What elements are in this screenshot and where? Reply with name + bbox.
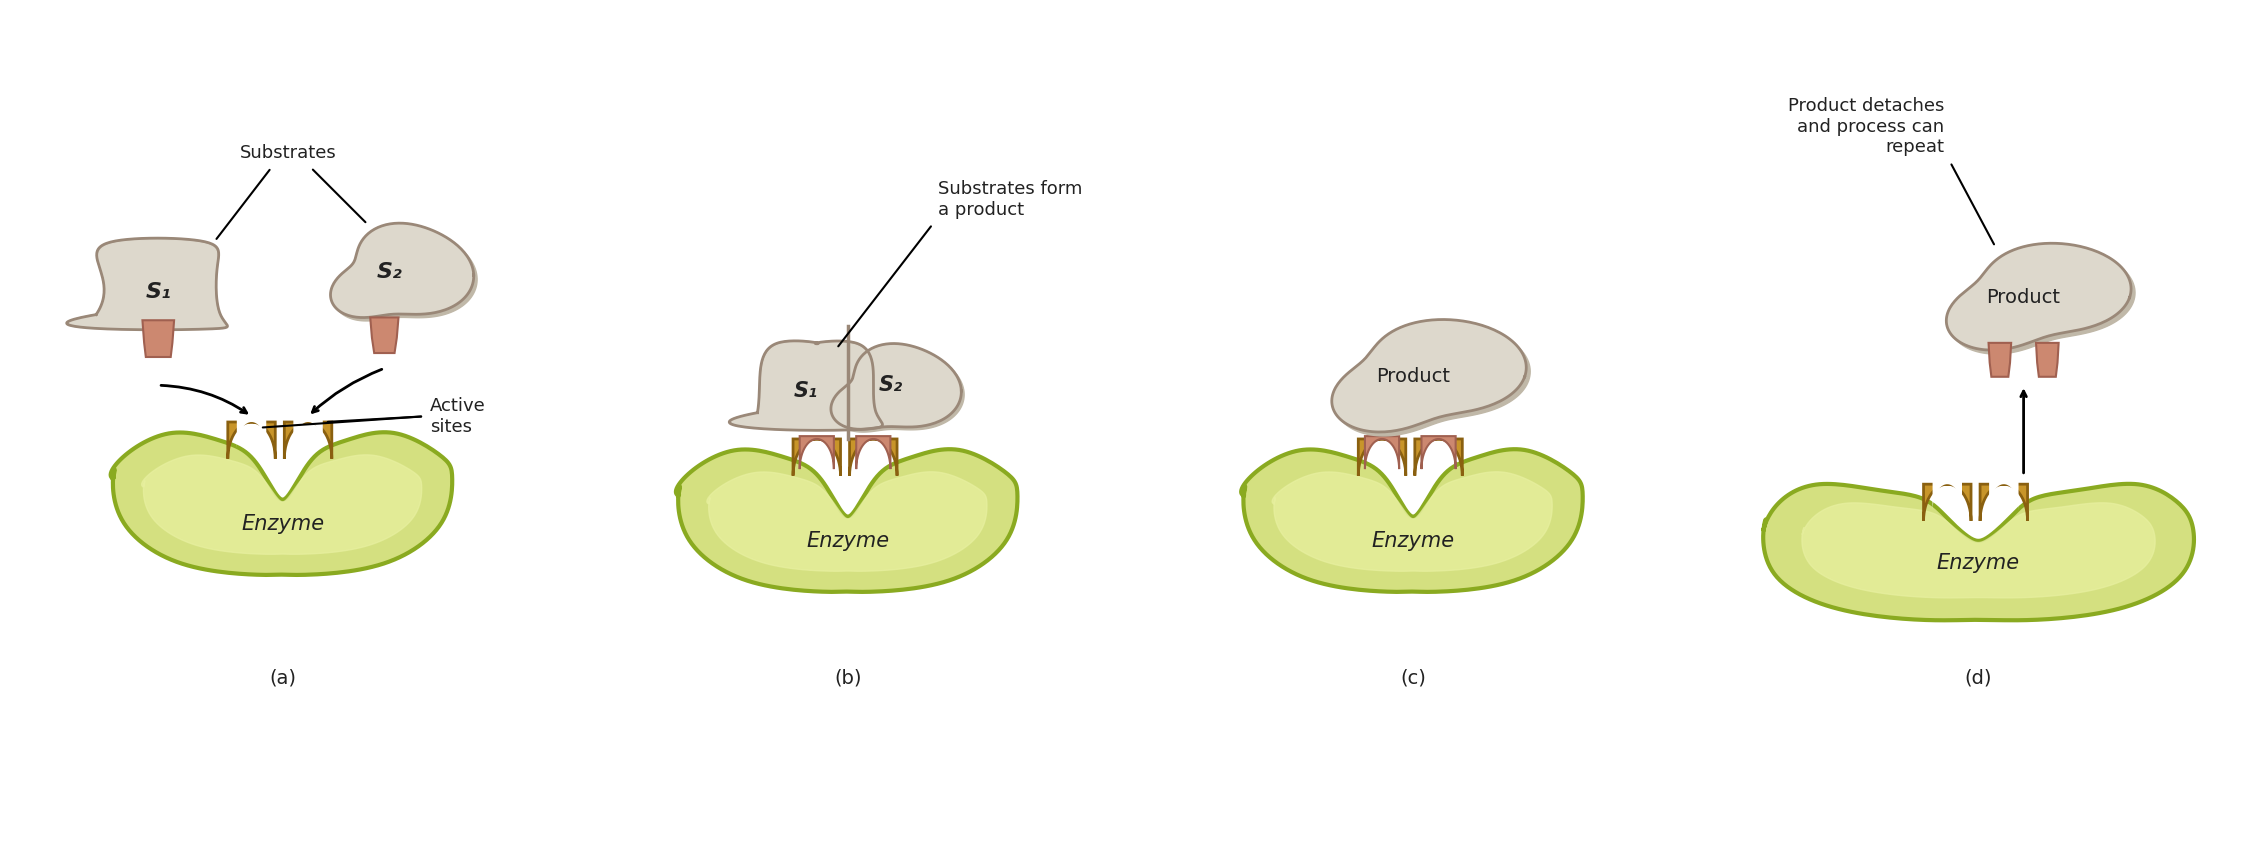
Polygon shape	[66, 238, 228, 330]
Polygon shape	[1764, 484, 2193, 620]
Text: Substrates: Substrates	[240, 144, 337, 162]
Polygon shape	[70, 240, 226, 329]
Polygon shape	[1981, 484, 2028, 521]
Polygon shape	[335, 226, 477, 321]
Polygon shape	[676, 449, 1017, 592]
Polygon shape	[1332, 320, 1526, 432]
Polygon shape	[237, 419, 267, 448]
Polygon shape	[285, 422, 332, 459]
Polygon shape	[1273, 472, 1553, 571]
Polygon shape	[142, 455, 423, 555]
Text: S₁: S₁	[145, 282, 172, 302]
Text: (a): (a)	[269, 668, 296, 688]
Polygon shape	[111, 432, 452, 575]
Text: Product: Product	[1987, 288, 2060, 307]
Polygon shape	[1241, 449, 1583, 592]
Polygon shape	[794, 439, 841, 476]
Polygon shape	[1415, 439, 1463, 476]
Polygon shape	[1924, 484, 1972, 521]
Polygon shape	[142, 320, 174, 357]
Polygon shape	[1947, 243, 2132, 350]
Polygon shape	[733, 343, 880, 430]
Polygon shape	[1933, 481, 1963, 511]
Polygon shape	[2037, 343, 2060, 376]
Polygon shape	[1422, 436, 1456, 469]
Polygon shape	[832, 344, 961, 430]
Polygon shape	[228, 422, 276, 459]
Text: Product: Product	[1377, 367, 1449, 387]
Polygon shape	[1990, 481, 2019, 511]
Polygon shape	[371, 317, 398, 353]
Polygon shape	[1951, 247, 2134, 354]
Text: Enzyme: Enzyme	[807, 531, 889, 550]
Text: Enzyme: Enzyme	[242, 514, 323, 533]
Polygon shape	[800, 436, 834, 469]
Text: (c): (c)	[1400, 668, 1427, 688]
Text: S₂: S₂	[378, 262, 402, 282]
Polygon shape	[1336, 323, 1531, 436]
Text: Active
sites: Active sites	[430, 397, 486, 436]
Polygon shape	[834, 346, 963, 432]
Polygon shape	[708, 472, 988, 571]
Polygon shape	[850, 439, 898, 476]
Text: S₂: S₂	[877, 376, 902, 395]
Text: Substrates form
a product: Substrates form a product	[938, 180, 1083, 219]
Text: (d): (d)	[1965, 668, 1992, 688]
Polygon shape	[1359, 439, 1406, 476]
Polygon shape	[330, 223, 475, 317]
Text: Enzyme: Enzyme	[1372, 531, 1454, 550]
Polygon shape	[1366, 436, 1400, 469]
Text: Enzyme: Enzyme	[1938, 554, 2019, 573]
Polygon shape	[294, 419, 323, 448]
Polygon shape	[1990, 343, 2012, 376]
Text: (b): (b)	[834, 668, 861, 688]
Text: S₁: S₁	[794, 381, 818, 401]
Polygon shape	[730, 341, 882, 430]
Polygon shape	[1802, 503, 2155, 598]
Text: Product detaches
and process can
repeat: Product detaches and process can repeat	[1788, 97, 1944, 156]
Polygon shape	[857, 436, 891, 469]
